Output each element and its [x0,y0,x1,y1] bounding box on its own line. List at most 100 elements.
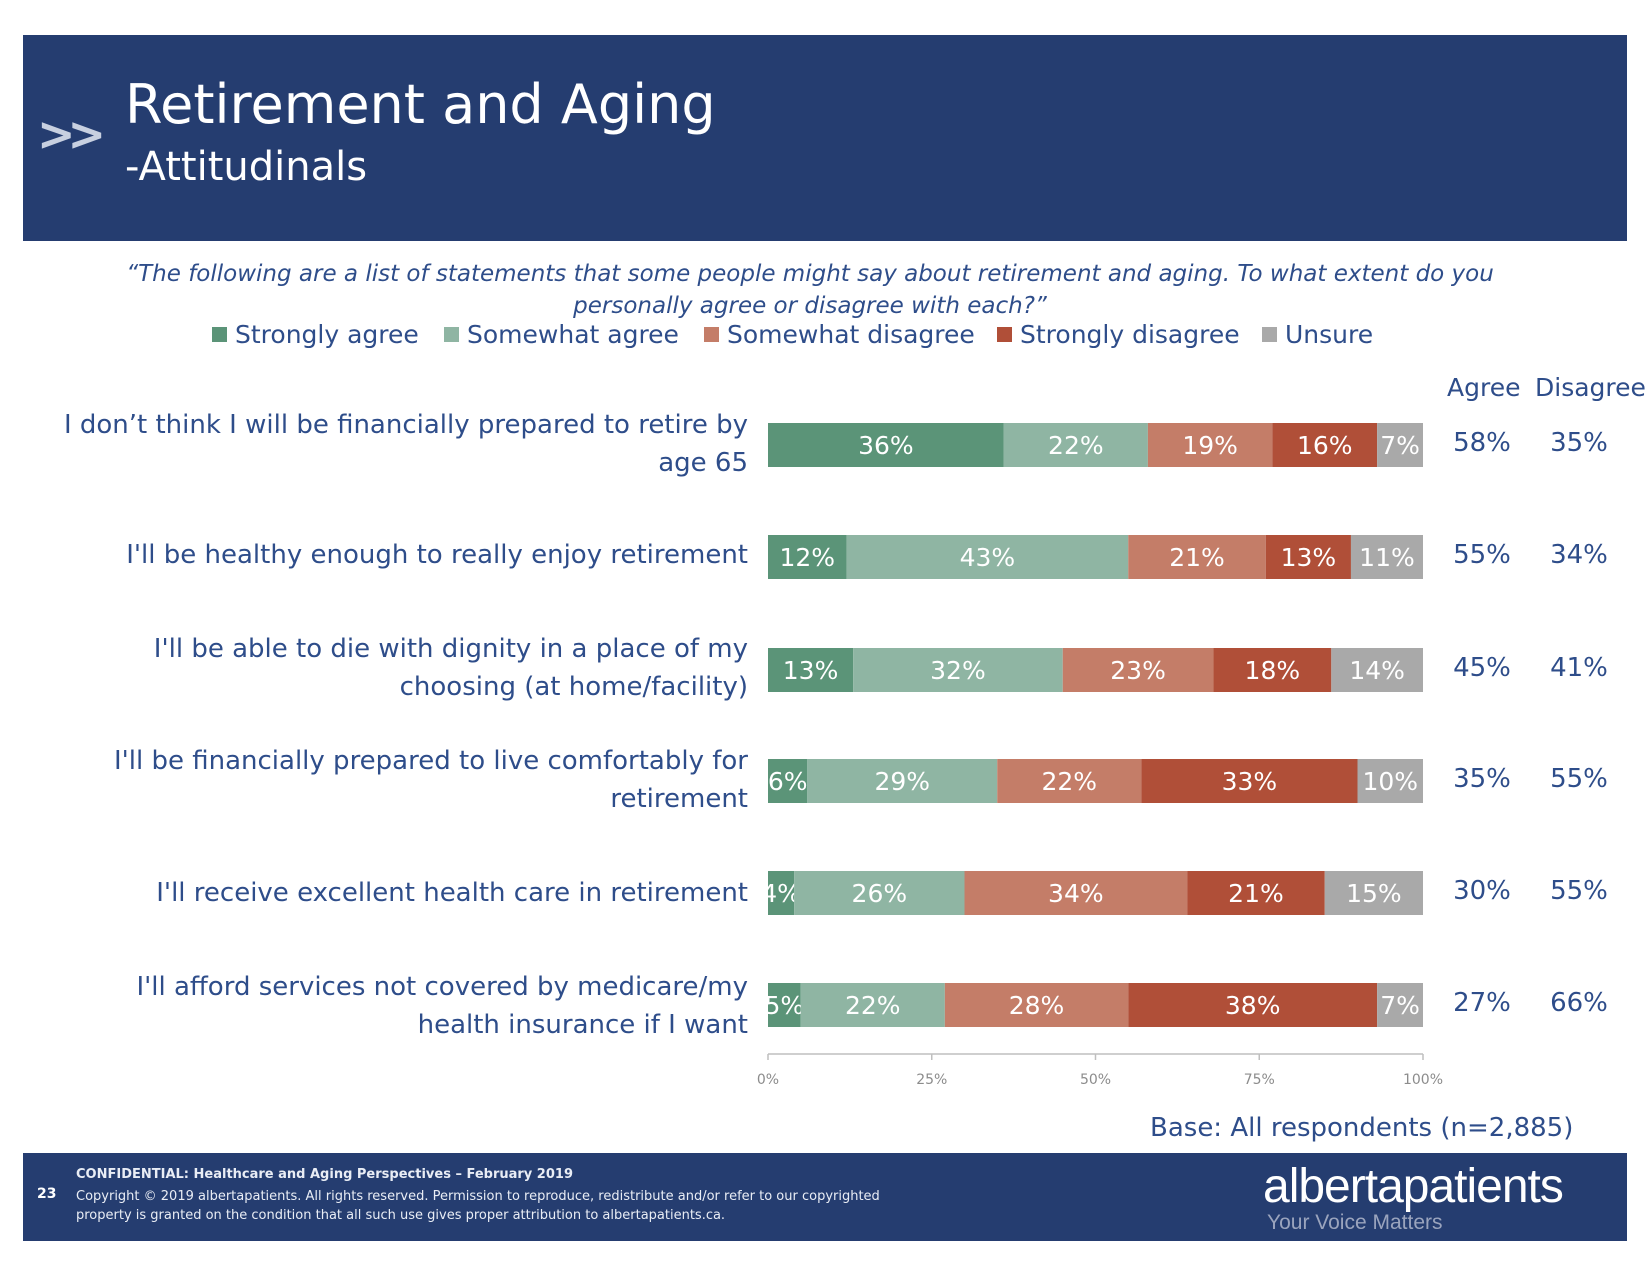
logo-tagline: Your Voice Matters [1267,1211,1443,1234]
bar-segment [1377,423,1423,467]
category-label: I'll receive excellent health care in re… [156,878,748,908]
header-banner: >> Retirement and Aging -Attitudinals [23,35,1627,241]
bar-segment [794,871,965,915]
stacked-bar-chart: 36% 22% 19% 16% 7% 12% 43% 21% 13% 11% 13% 32% 23% 18… [757,423,1443,1088]
agree-total: 30% [1453,876,1511,906]
legend-swatch [444,327,459,342]
bar-value-label: 13% [1281,543,1337,572]
disagree-total: 66% [1550,988,1608,1018]
bar-segment [1265,535,1351,579]
disagree-total: 55% [1550,876,1608,906]
page-title: Retirement and Aging [125,73,716,136]
category-label: I don’t think I will be financially prep… [63,410,748,478]
agree-column-header: Agree [1447,373,1521,402]
bar-segment [1128,535,1266,579]
bar-segment [1141,759,1358,803]
legend-item: Somewhat disagree [704,320,975,349]
bar-segment [944,983,1129,1027]
bar-value-label: 10% [1362,767,1418,796]
bar-value-label: 22% [1048,431,1104,460]
footer: 23 CONFIDENTIAL: Healthcare and Aging Pe… [23,1153,1627,1241]
legend-swatch [1262,327,1277,342]
bar-segment [1357,759,1423,803]
bar-segment [1331,648,1423,692]
category-label: I'll be able to die with dignity in a pl… [153,634,748,702]
bar-segment [846,535,1129,579]
disagree-total: 34% [1550,540,1608,570]
bar-segment [1003,423,1148,467]
agree-total: 55% [1453,540,1511,570]
legend-label: Strongly disagree [1020,320,1240,349]
bar-value-label: 19% [1182,431,1238,460]
category-label: I'll afford services not covered by medi… [136,972,748,1040]
base-note: Base: All respondents (n=2,885) [1150,1113,1574,1143]
survey-question: “The following are a list of statements … [126,261,1494,319]
bar-segment [800,983,945,1027]
bar-value-label: 18% [1245,656,1301,685]
bar-value-label: 38% [1225,991,1281,1020]
bar-value-label: 7% [1380,991,1420,1020]
bar-value-label: 21% [1169,543,1225,572]
chart-legend: Strongly agree Somewhat agree Somewhat dis… [0,320,1650,356]
bar-value-label: 7% [1380,431,1420,460]
bar-segment [1147,423,1273,467]
bar-segment [1350,535,1423,579]
bar-value-label: 6% [768,767,808,796]
bar-segment [1324,871,1423,915]
chevron-right-icon: >> [37,107,106,161]
bar-value-label: 15% [1346,879,1402,908]
agree-total: 45% [1453,653,1511,683]
legend-item: Strongly disagree [997,320,1240,349]
disagree-column-header: Disagree [1535,373,1646,402]
agree-total: 35% [1453,764,1511,794]
bar-value-label: 14% [1349,656,1405,685]
bar-value-label: 26% [852,879,908,908]
bar-segment [807,759,998,803]
disagree-total: 35% [1550,428,1608,458]
legend-label: Somewhat agree [467,320,679,349]
bar-value-label: 36% [858,431,914,460]
legend-item: Somewhat agree [444,320,679,349]
legend-swatch [212,327,227,342]
bar-segment [964,871,1188,915]
legend-swatch [704,327,719,342]
bar-value-label: 22% [845,991,901,1020]
bar-segment [1187,871,1325,915]
legend-label: Unsure [1285,320,1374,349]
legend-item: Strongly agree [212,320,419,349]
legend-label: Strongly agree [235,320,419,349]
confidential-note: CONFIDENTIAL: Healthcare and Aging Persp… [76,1167,573,1182]
legend-label: Somewhat disagree [727,320,975,349]
x-axis-tick-label: 50% [1080,1072,1111,1088]
bar-value-label: 23% [1110,656,1166,685]
page-subtitle: -Attitudinals [125,144,368,190]
bar-value-label: 33% [1222,767,1278,796]
bar-segment [1128,983,1378,1027]
bar-segment [768,648,854,692]
bar-segment [997,759,1142,803]
agree-total: 27% [1453,988,1511,1018]
bar-value-label: 11% [1359,543,1415,572]
bar-segment [1377,983,1423,1027]
bar-value-label: 13% [783,656,839,685]
bar-value-label: 22% [1042,767,1098,796]
bar-value-label: 16% [1297,431,1353,460]
bar-value-label: 5% [765,991,805,1020]
bar-value-label: 43% [960,543,1016,572]
albertapatients-logo: albertapatients [1263,1160,1564,1213]
copyright-note: Copyright © 2019 albertapatients. All ri… [76,1189,880,1223]
legend-item: Unsure [1262,320,1373,349]
bar-value-label: 12% [780,543,836,572]
category-label: I'll be healthy enough to really enjoy r… [126,540,748,570]
x-axis-tick-label: 100% [1403,1072,1443,1088]
bar-value-label: 21% [1228,879,1284,908]
bar-segment [1062,648,1214,692]
category-label: I'll be financially prepared to live com… [113,746,748,814]
bar-value-label: 32% [930,656,986,685]
x-axis-tick-label: 25% [916,1072,947,1088]
bar-value-label: 29% [874,767,930,796]
bar-segment [768,759,808,803]
bar-segment [768,423,1004,467]
bar-segment [768,983,801,1027]
agree-total: 58% [1453,428,1511,458]
